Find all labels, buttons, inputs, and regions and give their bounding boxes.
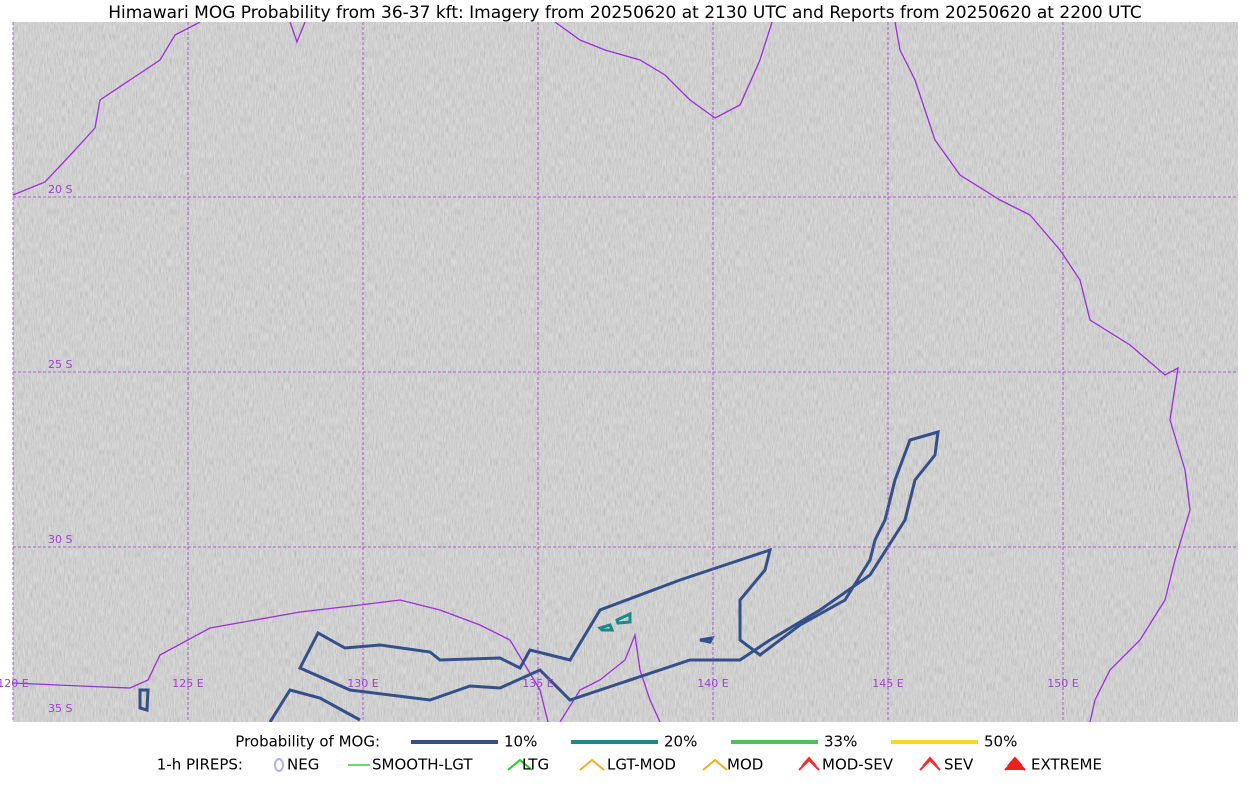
lon-label: 125 E [172, 677, 203, 690]
legend-symbol [702, 758, 728, 771]
legend-symbol [579, 758, 605, 771]
lat-label: 25 S [48, 358, 72, 371]
legend-title: Probability of MOG: [235, 733, 380, 751]
legend-label: SEV [944, 756, 974, 774]
prob-20-contours [597, 611, 632, 632]
legend-label: NEG [287, 756, 319, 774]
lat-label: 30 S [48, 533, 72, 546]
lon-label: 130 E [347, 677, 378, 690]
legend-label: 50% [984, 733, 1017, 751]
lon-label: 135 E [522, 677, 553, 690]
legend-symbol [507, 758, 533, 771]
lon-label: 120 E [0, 677, 29, 690]
legend-label: LTG [522, 756, 549, 774]
lon-label: 145 E [872, 677, 903, 690]
legend-title: 1-h PIREPS: [157, 756, 243, 774]
legend-label: 20% [664, 733, 697, 751]
legend-label: MOD-SEV [822, 756, 894, 774]
legend-symbol [919, 756, 941, 771]
legend-label: SMOOTH-LGT [372, 756, 473, 774]
legend-label: EXTREME [1031, 756, 1102, 774]
graticule: 20 S 25 S 30 S 35 S 120 E 125 E 130 E 135 E 140 … [0, 22, 1238, 722]
prob-10-contours [138, 429, 940, 722]
legend-label: LGT-MOD [607, 756, 676, 774]
legend: Probability of MOG: 10% 20% 33% 50% 1-h PIREP… [157, 733, 1102, 774]
legend-symbol [274, 758, 284, 772]
lon-label: 150 E [1047, 677, 1078, 690]
lon-label: 140 E [697, 677, 728, 690]
lat-label: 20 S [48, 183, 72, 196]
legend-label: 10% [504, 733, 537, 751]
legend-label: MOD [727, 756, 763, 774]
title: Himawari MOG Probability from 36-37 kft:… [108, 3, 1142, 23]
legend-label: 33% [824, 733, 857, 751]
legend-symbol [798, 756, 820, 771]
lat-label: 35 S [48, 702, 72, 715]
coastlines [13, 22, 1191, 722]
legend-symbol [1004, 756, 1026, 771]
